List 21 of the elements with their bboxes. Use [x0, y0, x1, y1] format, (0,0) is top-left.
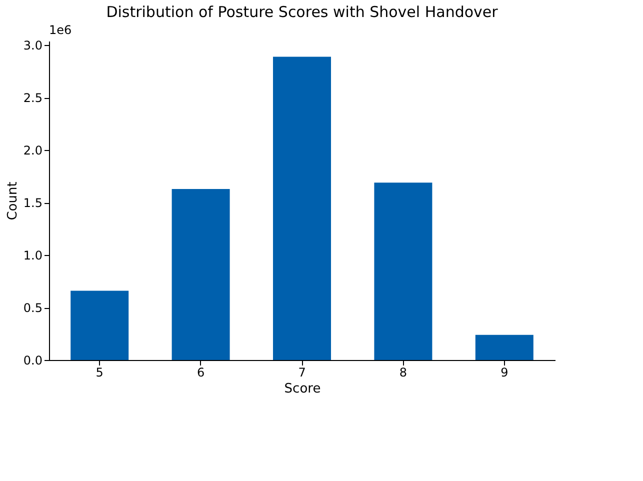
- x-tick-label: 6: [196, 366, 205, 380]
- y-tick-label: 0.5: [23, 301, 42, 316]
- x-tick-label: 7: [298, 366, 306, 380]
- y-tick-label: 1.5: [23, 196, 42, 210]
- bar: [172, 188, 230, 360]
- text: 1e6: [49, 23, 72, 37]
- chart-title: Distribution of Posture Scores with Shovel Handover: [106, 3, 499, 21]
- x-tick-label: 8: [399, 366, 408, 380]
- bar: [273, 56, 331, 360]
- x-tick-label: 9: [500, 366, 508, 380]
- y-tick-label: 2.0: [23, 144, 42, 158]
- y-axis-title: Count: [5, 182, 20, 220]
- bar: [70, 290, 129, 360]
- y-tick-label: 3.0: [23, 38, 42, 53]
- bar: [475, 334, 534, 360]
- y-tick-label: 1.0: [23, 248, 42, 263]
- bar: [374, 182, 432, 360]
- y-tick-label: 0.0: [23, 354, 42, 368]
- x-tick-label: 5: [96, 366, 104, 380]
- y-tick-label: 2.5: [23, 91, 42, 106]
- x-axis-title: Score: [284, 382, 321, 396]
